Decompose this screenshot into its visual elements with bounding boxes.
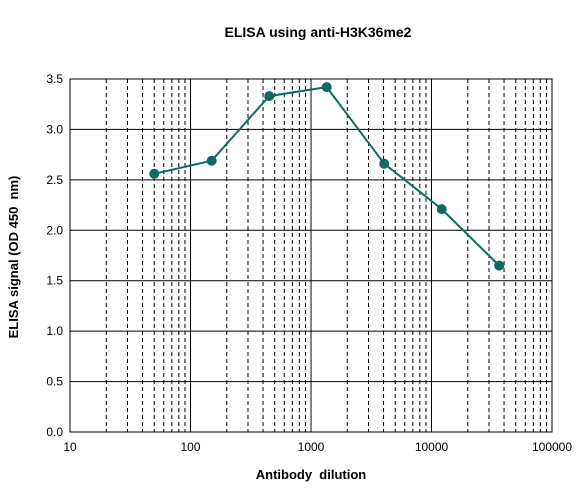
- y-tick-label: 0.5: [46, 375, 63, 389]
- y-tick-labels: 0.0 0.5 1.0 1.5 2.0 2.5 3.0 3.5: [46, 72, 63, 439]
- x-tick-label: 10000: [415, 440, 449, 454]
- series-line: [153, 86, 500, 267]
- y-tick-label: 2.0: [46, 223, 63, 237]
- y-tick-label: 0.0: [46, 425, 63, 439]
- chart-title: ELISA using anti-H3K36me2: [225, 24, 412, 40]
- y-tick-label: 3.0: [46, 122, 63, 136]
- data-point: [264, 91, 275, 102]
- y-tick-label: 1.5: [46, 274, 63, 288]
- x-tick-label: 100: [180, 440, 200, 454]
- data-point: [149, 168, 160, 179]
- data-point: [436, 204, 447, 215]
- data-point: [379, 158, 390, 169]
- plot-frame: [69, 78, 553, 433]
- grid: [69, 78, 552, 433]
- x-tick-labels: 10 100 1000 10000 100000: [63, 440, 572, 454]
- data-series: [149, 82, 505, 271]
- x-tick-label: 10: [63, 440, 77, 454]
- y-tick-label: 2.5: [46, 173, 63, 187]
- x-tick-label: 100000: [532, 440, 572, 454]
- x-tick-label: 1000: [298, 440, 325, 454]
- x-axis-label: Antibody dilution: [256, 467, 367, 482]
- data-point: [494, 260, 505, 271]
- y-tick-label: 3.5: [46, 72, 63, 86]
- y-tick-label: 1.0: [46, 324, 63, 338]
- plot-border: [69, 78, 553, 433]
- y-axis-label: ELISA signal (OD 450 nm): [6, 176, 21, 339]
- data-point: [321, 82, 332, 93]
- data-point: [206, 155, 217, 166]
